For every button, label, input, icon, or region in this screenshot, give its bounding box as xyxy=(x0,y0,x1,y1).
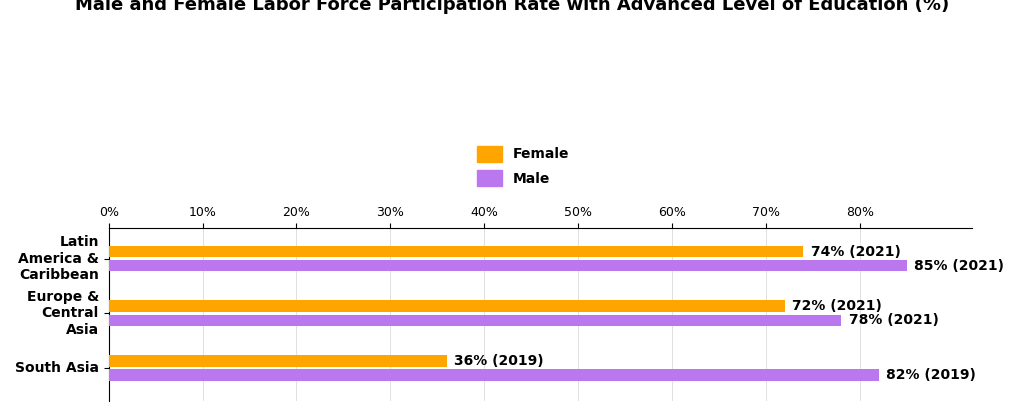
Text: Male and Female Labor Force Participation Rate with Advanced Level of Education : Male and Female Labor Force Participatio… xyxy=(75,0,949,14)
Bar xyxy=(109,314,841,326)
Bar xyxy=(109,260,907,271)
Text: 78% (2021): 78% (2021) xyxy=(849,313,938,327)
Text: 74% (2021): 74% (2021) xyxy=(811,245,901,258)
Text: 36% (2019): 36% (2019) xyxy=(455,354,544,368)
Bar xyxy=(109,355,446,367)
Bar xyxy=(109,300,784,312)
Bar xyxy=(109,246,804,258)
Text: 82% (2019): 82% (2019) xyxy=(886,368,976,382)
Text: 85% (2021): 85% (2021) xyxy=(914,259,1005,272)
Text: 72% (2021): 72% (2021) xyxy=(793,300,882,313)
Legend: Female, Male: Female, Male xyxy=(477,146,569,186)
Bar xyxy=(109,369,879,381)
